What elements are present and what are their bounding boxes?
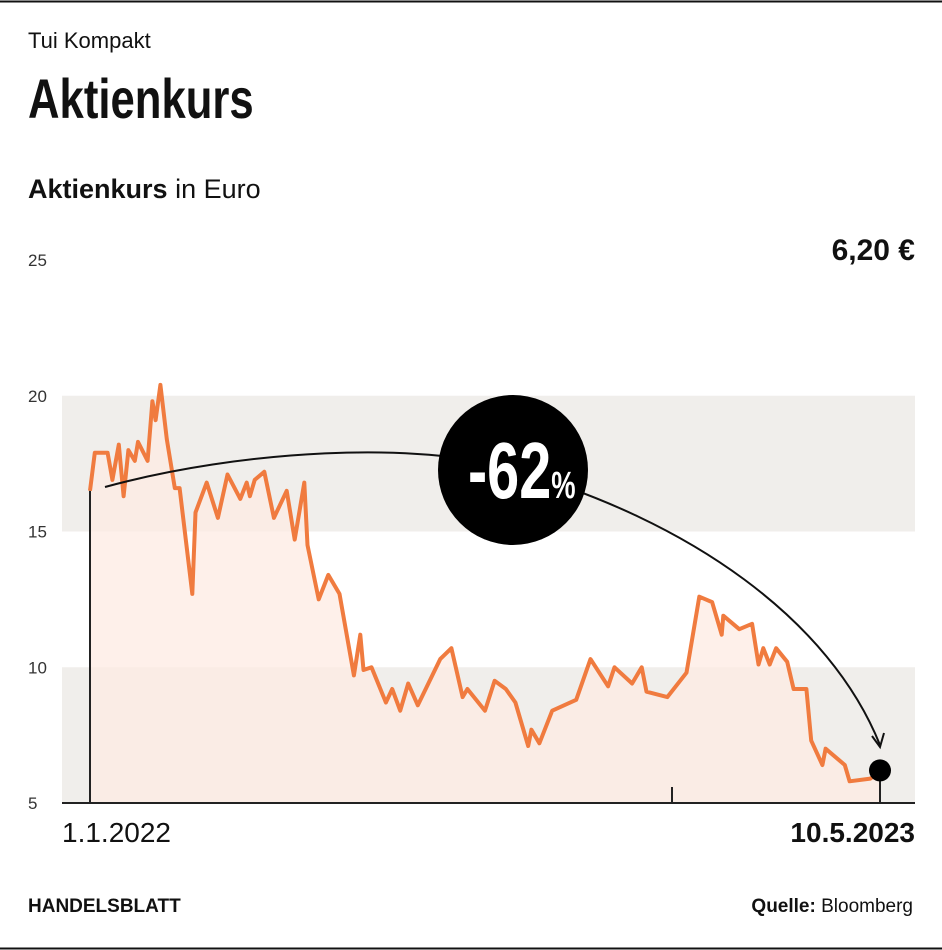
area [90, 384, 880, 803]
end-dot [869, 759, 891, 782]
source-name: Bloomberg [821, 896, 913, 917]
kicker: Tui Kompakt [28, 28, 151, 53]
annotation-circle [438, 395, 588, 545]
y-tick-label: 20 [28, 387, 47, 406]
line [88, 382, 882, 784]
annotation-value: -62 [468, 426, 551, 516]
annotation: -62% [468, 426, 576, 516]
y-tick-label: 10 [28, 658, 47, 677]
source: Quelle: Bloomberg [751, 896, 913, 917]
annotation-unit: % [551, 465, 575, 507]
arrow-head [871, 732, 885, 750]
subtitle-rest: in Euro [175, 174, 261, 204]
y-tick-label: 5 [28, 794, 37, 813]
x-tick-label: 10.5.2023 [790, 817, 915, 848]
plot: 5 10 15 20 25 1.1.2022 10.5.2023 6,20 € -62% [28, 234, 915, 848]
subtitle-bold: Aktienkurs [28, 174, 168, 204]
chart-title: Aktienkurs [28, 68, 254, 130]
brand: HANDELSBLATT [28, 896, 181, 917]
y-tick-label: 15 [28, 523, 47, 542]
source-label: Quelle: [751, 896, 815, 917]
end-label: 6,20 € [832, 234, 916, 267]
y-tick-label: 25 [28, 251, 47, 270]
subtitle: Aktienkurs in Euro [28, 174, 261, 204]
x-tick-label: 1.1.2022 [62, 817, 171, 848]
